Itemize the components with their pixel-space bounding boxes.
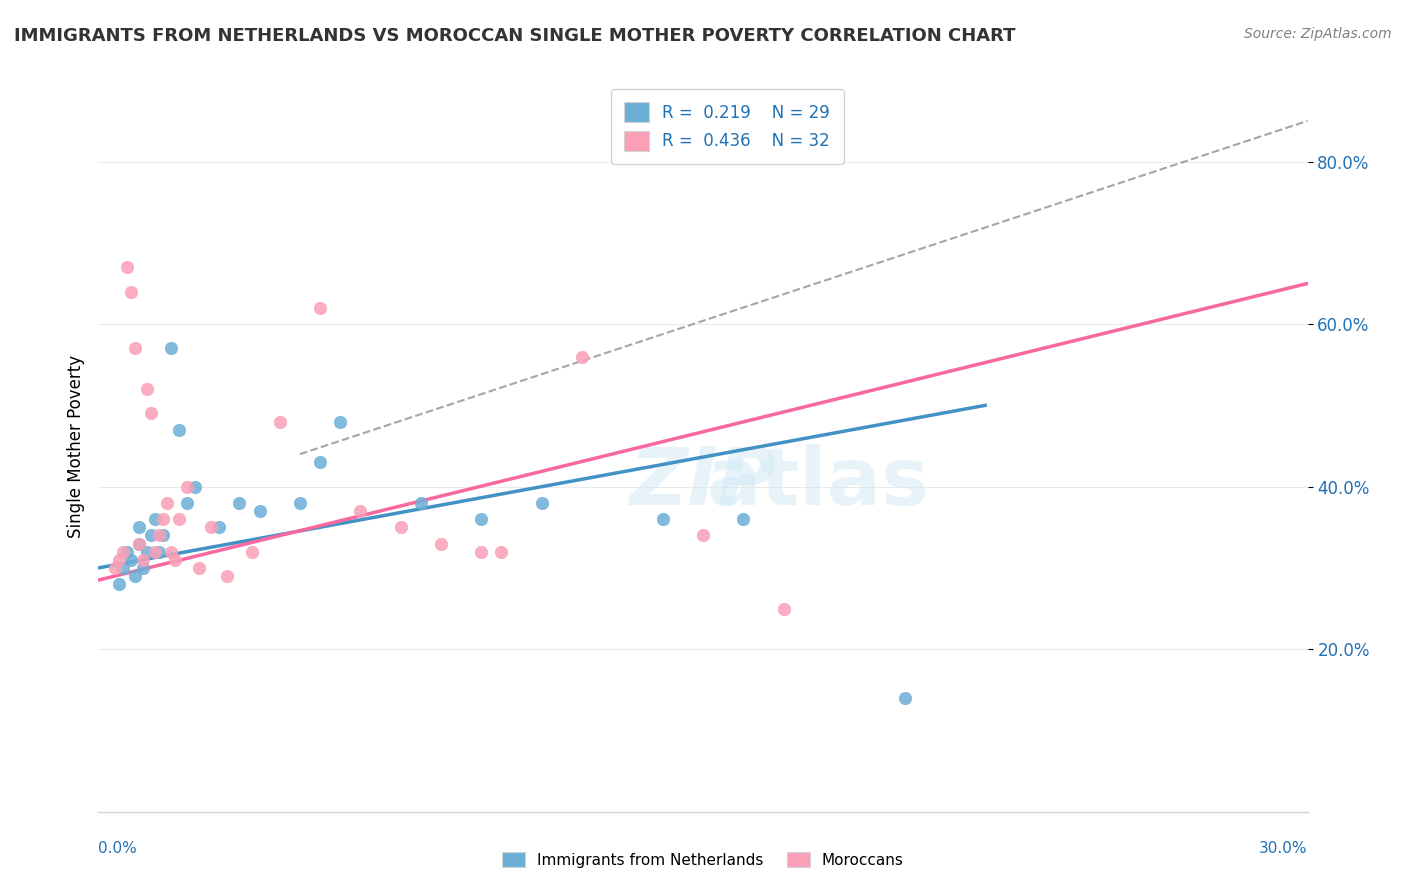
Point — [188, 561, 211, 575]
Text: IMMIGRANTS FROM NETHERLANDS VS MOROCCAN SINGLE MOTHER POVERTY CORRELATION CHART: IMMIGRANTS FROM NETHERLANDS VS MOROCCAN … — [14, 27, 1015, 45]
Point — [269, 415, 291, 429]
Point — [128, 536, 150, 550]
Point — [128, 536, 150, 550]
Point — [309, 301, 332, 315]
Text: 30.0%: 30.0% — [1260, 841, 1308, 856]
Text: ZIP: ZIP — [630, 443, 776, 522]
Point — [124, 342, 146, 356]
Point — [288, 496, 311, 510]
Point — [111, 561, 134, 575]
Point — [893, 690, 915, 705]
Point — [389, 520, 412, 534]
Point — [152, 528, 174, 542]
Point — [228, 496, 250, 510]
Point — [349, 504, 371, 518]
Point — [139, 528, 162, 542]
Point — [135, 544, 157, 558]
Legend: R =  0.219    N = 29, R =  0.436    N = 32: R = 0.219 N = 29, R = 0.436 N = 32 — [610, 88, 844, 164]
Point — [124, 569, 146, 583]
Point — [120, 553, 142, 567]
Point — [733, 512, 755, 526]
Point — [148, 528, 170, 542]
Legend: Immigrants from Netherlands, Moroccans: Immigrants from Netherlands, Moroccans — [495, 844, 911, 875]
Point — [240, 544, 263, 558]
Point — [115, 260, 138, 275]
Point — [152, 512, 174, 526]
Point — [167, 423, 190, 437]
Point — [160, 544, 183, 558]
Point — [184, 480, 207, 494]
Point — [176, 480, 198, 494]
Y-axis label: Single Mother Poverty: Single Mother Poverty — [66, 354, 84, 538]
Point — [128, 520, 150, 534]
Point — [132, 553, 155, 567]
Point — [651, 512, 673, 526]
Text: atlas: atlas — [706, 443, 929, 522]
Point — [772, 601, 794, 615]
Point — [167, 512, 190, 526]
Point — [132, 561, 155, 575]
Text: Source: ZipAtlas.com: Source: ZipAtlas.com — [1244, 27, 1392, 41]
Text: 0.0%: 0.0% — [98, 841, 138, 856]
Point — [103, 561, 125, 575]
Point — [139, 407, 162, 421]
Point — [115, 544, 138, 558]
Point — [160, 342, 183, 356]
Point — [571, 350, 593, 364]
Point — [143, 512, 166, 526]
Point — [135, 382, 157, 396]
Point — [470, 512, 492, 526]
Point — [156, 496, 179, 510]
Point — [470, 544, 492, 558]
Point — [120, 285, 142, 299]
Point — [107, 553, 129, 567]
Point — [163, 553, 186, 567]
Point — [409, 496, 432, 510]
Point — [176, 496, 198, 510]
Point — [217, 569, 239, 583]
Point — [249, 504, 271, 518]
Point — [107, 577, 129, 591]
Point — [309, 455, 332, 469]
Point — [692, 528, 714, 542]
Point — [329, 415, 352, 429]
Point — [530, 496, 553, 510]
Point — [111, 544, 134, 558]
Point — [143, 544, 166, 558]
Point — [200, 520, 222, 534]
Point — [430, 536, 453, 550]
Point — [491, 544, 513, 558]
Point — [148, 544, 170, 558]
Point — [208, 520, 231, 534]
